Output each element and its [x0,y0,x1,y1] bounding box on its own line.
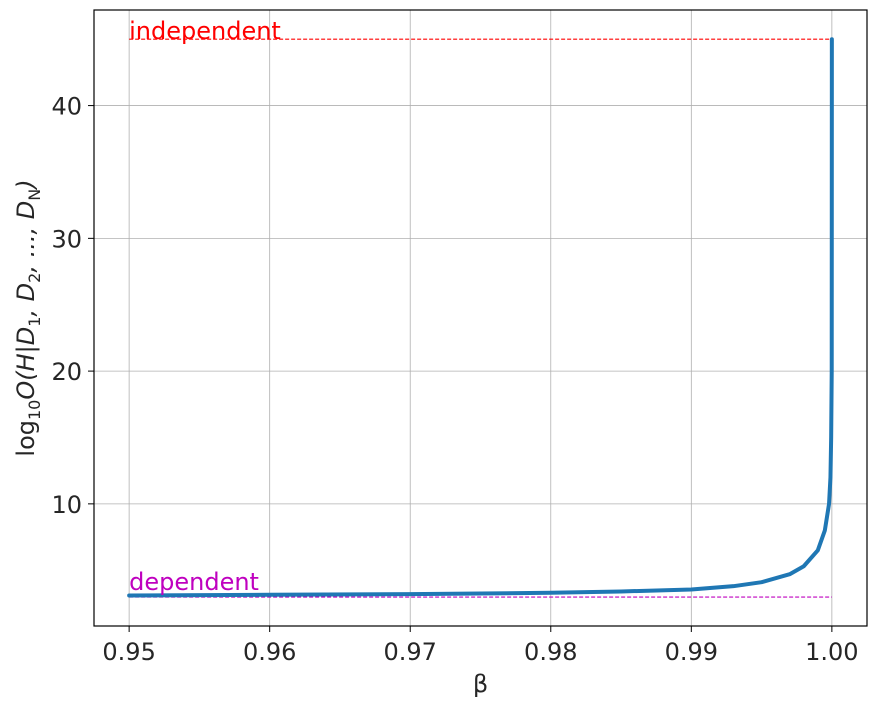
plot-frame [93,9,868,627]
annotation-label: dependent [129,568,259,596]
y-axis-label: log10O(H|D1, D2, ..., DN) [12,179,44,456]
annotations: independent dependent [129,17,281,596]
y-axis-label-base: log [12,420,40,457]
x-tick-label: 1.00 [805,638,858,666]
x-tick-label: 0.99 [665,638,718,666]
series-group [127,37,834,598]
y-axis-label-sub-1: 1 [25,317,44,327]
annotation-label: independent [129,17,281,45]
y-axis-label-sub-2: 2 [25,273,44,283]
y-tick-label: 30 [51,225,82,253]
y-tick-label: 20 [51,358,82,386]
reference-lines [129,38,832,598]
x-tick-label: 0.97 [384,638,437,666]
y-axis-label-sub-n: N [25,189,44,201]
x-tick-label: 0.96 [243,638,296,666]
y-tick-label: 10 [51,491,82,519]
y-axis-label-mid-1: , D [12,283,40,317]
y-axis-label-base-sub: 10 [25,400,44,420]
x-axis-label: β [473,670,488,698]
x-tick-label: 0.98 [524,638,577,666]
y-axis-label-body: O(H|D [12,327,40,400]
x-ticks: 0.95 0.96 0.97 0.98 0.99 1.00 [102,626,859,666]
series-line [127,37,834,598]
y-tick-label: 40 [51,93,82,121]
x-tick-label: 0.95 [102,638,155,666]
y-ticks: 10 20 30 40 [51,93,94,519]
y-axis-label-mid-2: , ..., D [12,201,40,273]
y-axis-label-end: ) [12,179,40,190]
